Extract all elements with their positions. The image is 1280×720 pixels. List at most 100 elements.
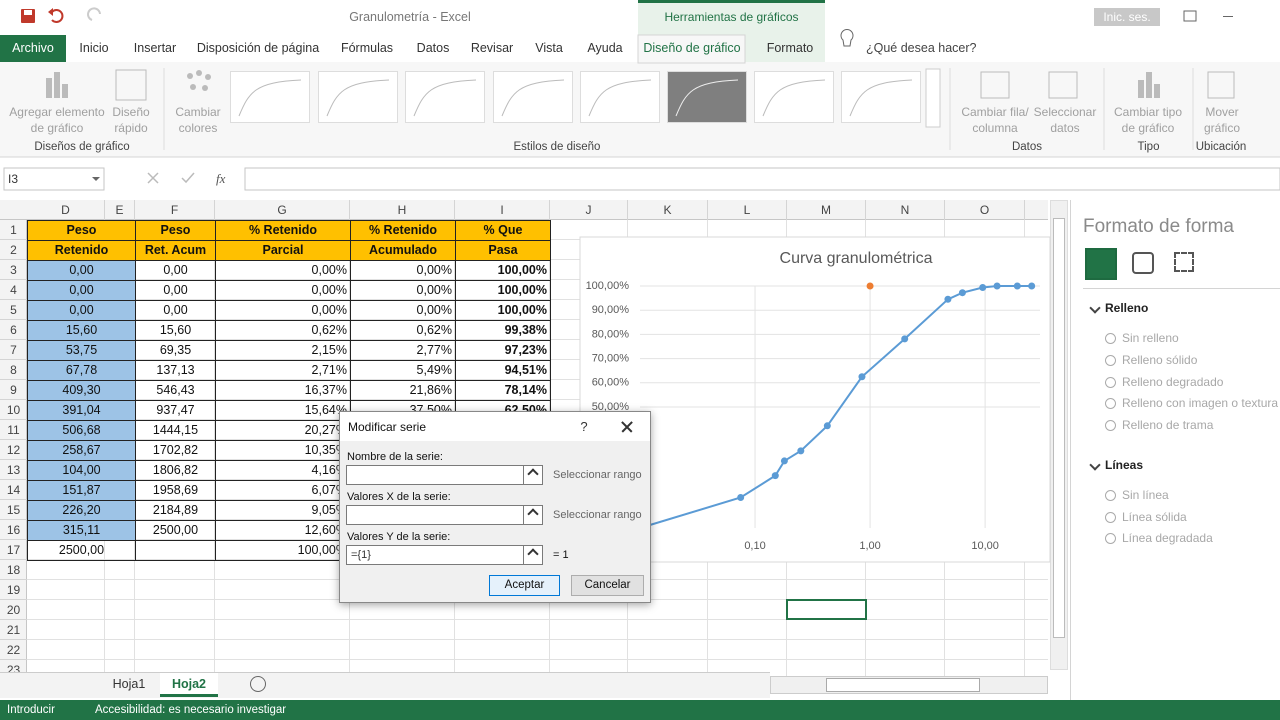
cell[interactable]: Peso: [135, 220, 216, 241]
chart-style-thumbnail[interactable]: [841, 71, 921, 123]
cell[interactable]: 409,30: [27, 380, 136, 401]
cell[interactable]: Ret. Acum: [135, 240, 216, 261]
cell[interactable]: 6,07%: [215, 480, 351, 501]
cell[interactable]: 16,37%: [215, 380, 351, 401]
chart-style-thumbnail[interactable]: [754, 71, 834, 123]
cell[interactable]: 15,60: [135, 320, 216, 341]
cell[interactable]: Pasa: [455, 240, 551, 261]
ok-button[interactable]: Aceptar: [489, 575, 560, 596]
cell[interactable]: 0,62%: [350, 320, 456, 341]
cell[interactable]: 1958,69: [135, 480, 216, 501]
row-header[interactable]: 8: [0, 360, 27, 380]
cell[interactable]: 226,20: [27, 500, 136, 521]
sign-in[interactable]: Inic. ses.: [1103, 10, 1151, 24]
cell[interactable]: 0,00: [27, 260, 136, 281]
cell[interactable]: 1444,15: [135, 420, 216, 441]
cell[interactable]: 2,77%: [350, 340, 456, 361]
radio-label[interactable]: Relleno sólido: [1122, 352, 1198, 367]
row-header[interactable]: 12: [0, 440, 27, 460]
range-button[interactable]: [523, 505, 543, 525]
cell[interactable]: 67,78: [27, 360, 136, 381]
row-header[interactable]: 15: [0, 500, 27, 520]
radio[interactable]: [1105, 354, 1116, 366]
chart-style-thumbnail[interactable]: [230, 71, 310, 123]
cell[interactable]: 2500,00: [27, 540, 136, 561]
cell[interactable]: 94,51%: [455, 360, 551, 381]
column-header[interactable]: K: [628, 200, 708, 220]
text-input[interactable]: [346, 465, 524, 485]
cell[interactable]: 9,05%: [215, 500, 351, 521]
chart-style-thumbnail[interactable]: [493, 71, 573, 123]
ribbon-button[interactable]: Agregar elemento de gráfico: [9, 105, 105, 135]
column-header[interactable]: D: [27, 200, 105, 220]
row-header[interactable]: 11: [0, 420, 27, 440]
row-header[interactable]: 4: [0, 280, 27, 300]
name-box[interactable]: I3: [8, 172, 19, 186]
column-header[interactable]: L: [708, 200, 787, 220]
chart-style-thumbnail[interactable]: [405, 71, 485, 123]
cell[interactable]: 12,60%: [215, 520, 351, 541]
sheet-tab[interactable]: Hoja2: [160, 673, 218, 697]
cell[interactable]: Parcial: [215, 240, 351, 261]
accessibility-status[interactable]: Accesibilidad: es necesario investigar: [95, 704, 287, 716]
row-header[interactable]: 22: [0, 640, 27, 660]
chart-style-thumbnail[interactable]: [580, 71, 660, 123]
cell[interactable]: % Retenido: [215, 220, 351, 241]
cell[interactable]: 506,68: [27, 420, 136, 441]
cell[interactable]: 21,86%: [350, 380, 456, 401]
radio[interactable]: [1105, 511, 1116, 523]
cell[interactable]: 2,15%: [215, 340, 351, 361]
ribbon-tab[interactable]: Revisar: [470, 41, 514, 55]
cell[interactable]: 5,49%: [350, 360, 456, 381]
cell[interactable]: 0,00: [135, 280, 216, 301]
ribbon-tab[interactable]: Archivo: [12, 41, 54, 55]
radio[interactable]: [1105, 420, 1116, 431]
ribbon-button[interactable]: Cambiar fila/ columna: [961, 105, 1029, 135]
cell[interactable]: 0,00%: [350, 260, 456, 281]
cell[interactable]: 315,11: [27, 520, 136, 541]
column-header[interactable]: G: [215, 200, 350, 220]
column-header[interactable]: M: [787, 200, 866, 220]
section-label[interactable]: Relleno: [1105, 301, 1149, 315]
vertical-thumb[interactable]: [1053, 218, 1065, 638]
tell-me[interactable]: ¿Qué desea hacer?: [866, 41, 977, 55]
size-icon[interactable]: [1174, 252, 1194, 272]
row-header[interactable]: 5: [0, 300, 27, 320]
cell[interactable]: 2,71%: [215, 360, 351, 381]
row-header[interactable]: 1: [0, 220, 27, 240]
cell[interactable]: 0,00%: [215, 280, 351, 301]
row-header[interactable]: 16: [0, 520, 27, 540]
cell[interactable]: Peso: [27, 220, 136, 241]
cancel-button[interactable]: Cancelar: [571, 575, 644, 596]
cell[interactable]: 4,16%: [215, 460, 351, 481]
cell[interactable]: 0,00: [27, 300, 136, 321]
ribbon-button[interactable]: Diseño rápido: [112, 105, 150, 135]
cell[interactable]: 0,00%: [350, 280, 456, 301]
text-input[interactable]: [346, 505, 524, 525]
row-header[interactable]: 13: [0, 460, 27, 480]
cell[interactable]: 104,00: [27, 460, 136, 481]
cell[interactable]: % Que: [455, 220, 551, 241]
radio-label[interactable]: Relleno de trama: [1122, 418, 1214, 432]
row-header[interactable]: 20: [0, 600, 27, 620]
cell[interactable]: 99,38%: [455, 320, 551, 341]
row-header[interactable]: 17: [0, 540, 27, 560]
cell[interactable]: % Retenido: [350, 220, 456, 241]
column-header[interactable]: H: [350, 200, 455, 220]
cell[interactable]: 2184,89: [135, 500, 216, 521]
cell[interactable]: Retenido: [27, 240, 136, 261]
cell[interactable]: 0,62%: [215, 320, 351, 341]
horizontal-thumb[interactable]: [826, 678, 980, 692]
ribbon-tab[interactable]: Formato: [766, 41, 814, 55]
row-header[interactable]: 21: [0, 620, 27, 640]
ribbon-tab[interactable]: Vista: [535, 41, 563, 55]
cell[interactable]: 0,00: [135, 260, 216, 281]
ribbon-button[interactable]: Mover gráfico: [1203, 105, 1241, 135]
row-header[interactable]: 10: [0, 400, 27, 420]
row-header[interactable]: 3: [0, 260, 27, 280]
cell[interactable]: 20,27%: [215, 420, 351, 441]
cell[interactable]: 100,00%: [455, 280, 551, 301]
cell[interactable]: 0,00%: [350, 300, 456, 321]
column-header[interactable]: N: [866, 200, 945, 220]
cell[interactable]: 137,13: [135, 360, 216, 381]
